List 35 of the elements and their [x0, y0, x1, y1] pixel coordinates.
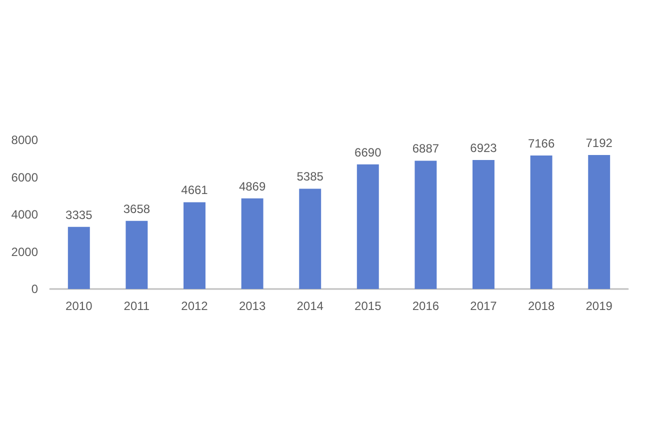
bar: [68, 226, 90, 289]
bar: [241, 198, 264, 289]
data-label: 5385: [296, 170, 324, 184]
data-label: 7192: [586, 136, 613, 150]
data-label: 6690: [354, 145, 382, 160]
x-tick-label: 2016: [412, 299, 440, 313]
y-tick-label: 0: [31, 282, 38, 296]
y-tick-label: 4000: [11, 208, 38, 222]
x-tick-label: 2013: [238, 299, 266, 313]
data-label: 4869: [238, 179, 266, 194]
bar: [472, 160, 494, 289]
data-label: 7166: [528, 136, 555, 151]
x-tick-label: 2015: [354, 299, 382, 313]
bar: [530, 156, 552, 289]
x-tick-label: 2017: [470, 299, 498, 313]
data-label: 3335: [66, 208, 93, 222]
x-tick-label: 2010: [66, 299, 93, 313]
y-tick-label: 8000: [11, 133, 38, 147]
data-label: 6887: [412, 142, 440, 156]
data-label: 6923: [470, 141, 498, 156]
bar: [126, 220, 148, 289]
x-tick-label: 2019: [586, 299, 613, 313]
data-label: 4661: [181, 183, 208, 198]
x-tick-label: 2012: [181, 299, 208, 313]
x-tick-label: 2011: [124, 299, 150, 313]
y-tick-label: 2000: [11, 244, 38, 259]
x-tick-label: 2014: [296, 299, 324, 313]
x-tick-label: 2018: [528, 299, 555, 313]
bar: [299, 188, 322, 289]
y-tick-label: 6000: [11, 170, 38, 184]
bar: [356, 164, 379, 289]
bar: [184, 202, 206, 289]
bar: [588, 155, 610, 289]
data-label: 3658: [123, 202, 150, 216]
bar: [414, 160, 437, 289]
